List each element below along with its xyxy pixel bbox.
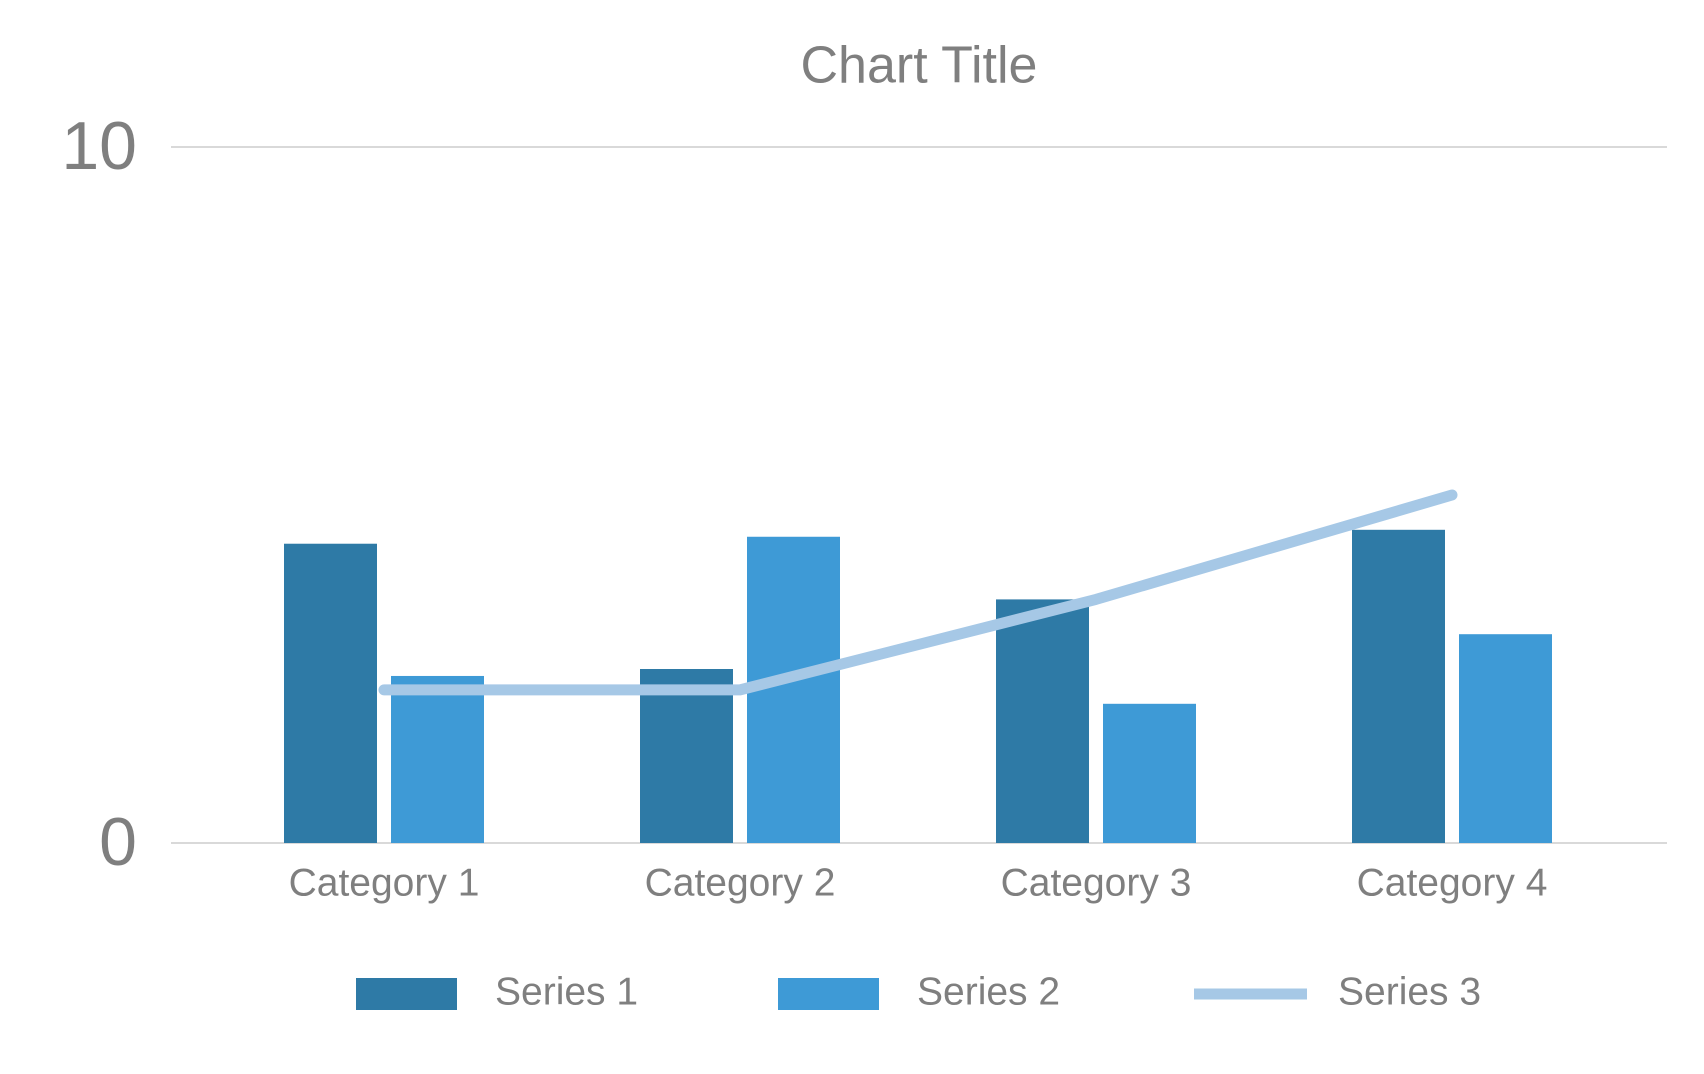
bar [1352, 529, 1445, 843]
line-series [378, 489, 1458, 696]
x-tick-label: Category 3 [1001, 861, 1192, 904]
x-tick-label: Category 4 [1357, 861, 1548, 904]
y-tick-label: 0 [99, 804, 137, 880]
x-tick-label: Category 1 [289, 861, 480, 904]
bar [996, 599, 1089, 843]
legend-swatch [778, 978, 879, 1010]
bar [747, 536, 840, 843]
bar [1103, 703, 1196, 843]
y-tick-label: 10 [61, 108, 137, 184]
x-tick-label: Category 2 [645, 861, 836, 904]
bar [1459, 634, 1552, 843]
legend-label: Series 2 [917, 970, 1060, 1013]
bar [284, 543, 377, 843]
legend-label: Series 3 [1338, 970, 1481, 1013]
bar [391, 675, 484, 843]
bar [640, 669, 733, 843]
chart-title: Chart Title [801, 37, 1038, 95]
legend-swatch [356, 978, 457, 1010]
legend-label: Series 1 [495, 970, 638, 1013]
